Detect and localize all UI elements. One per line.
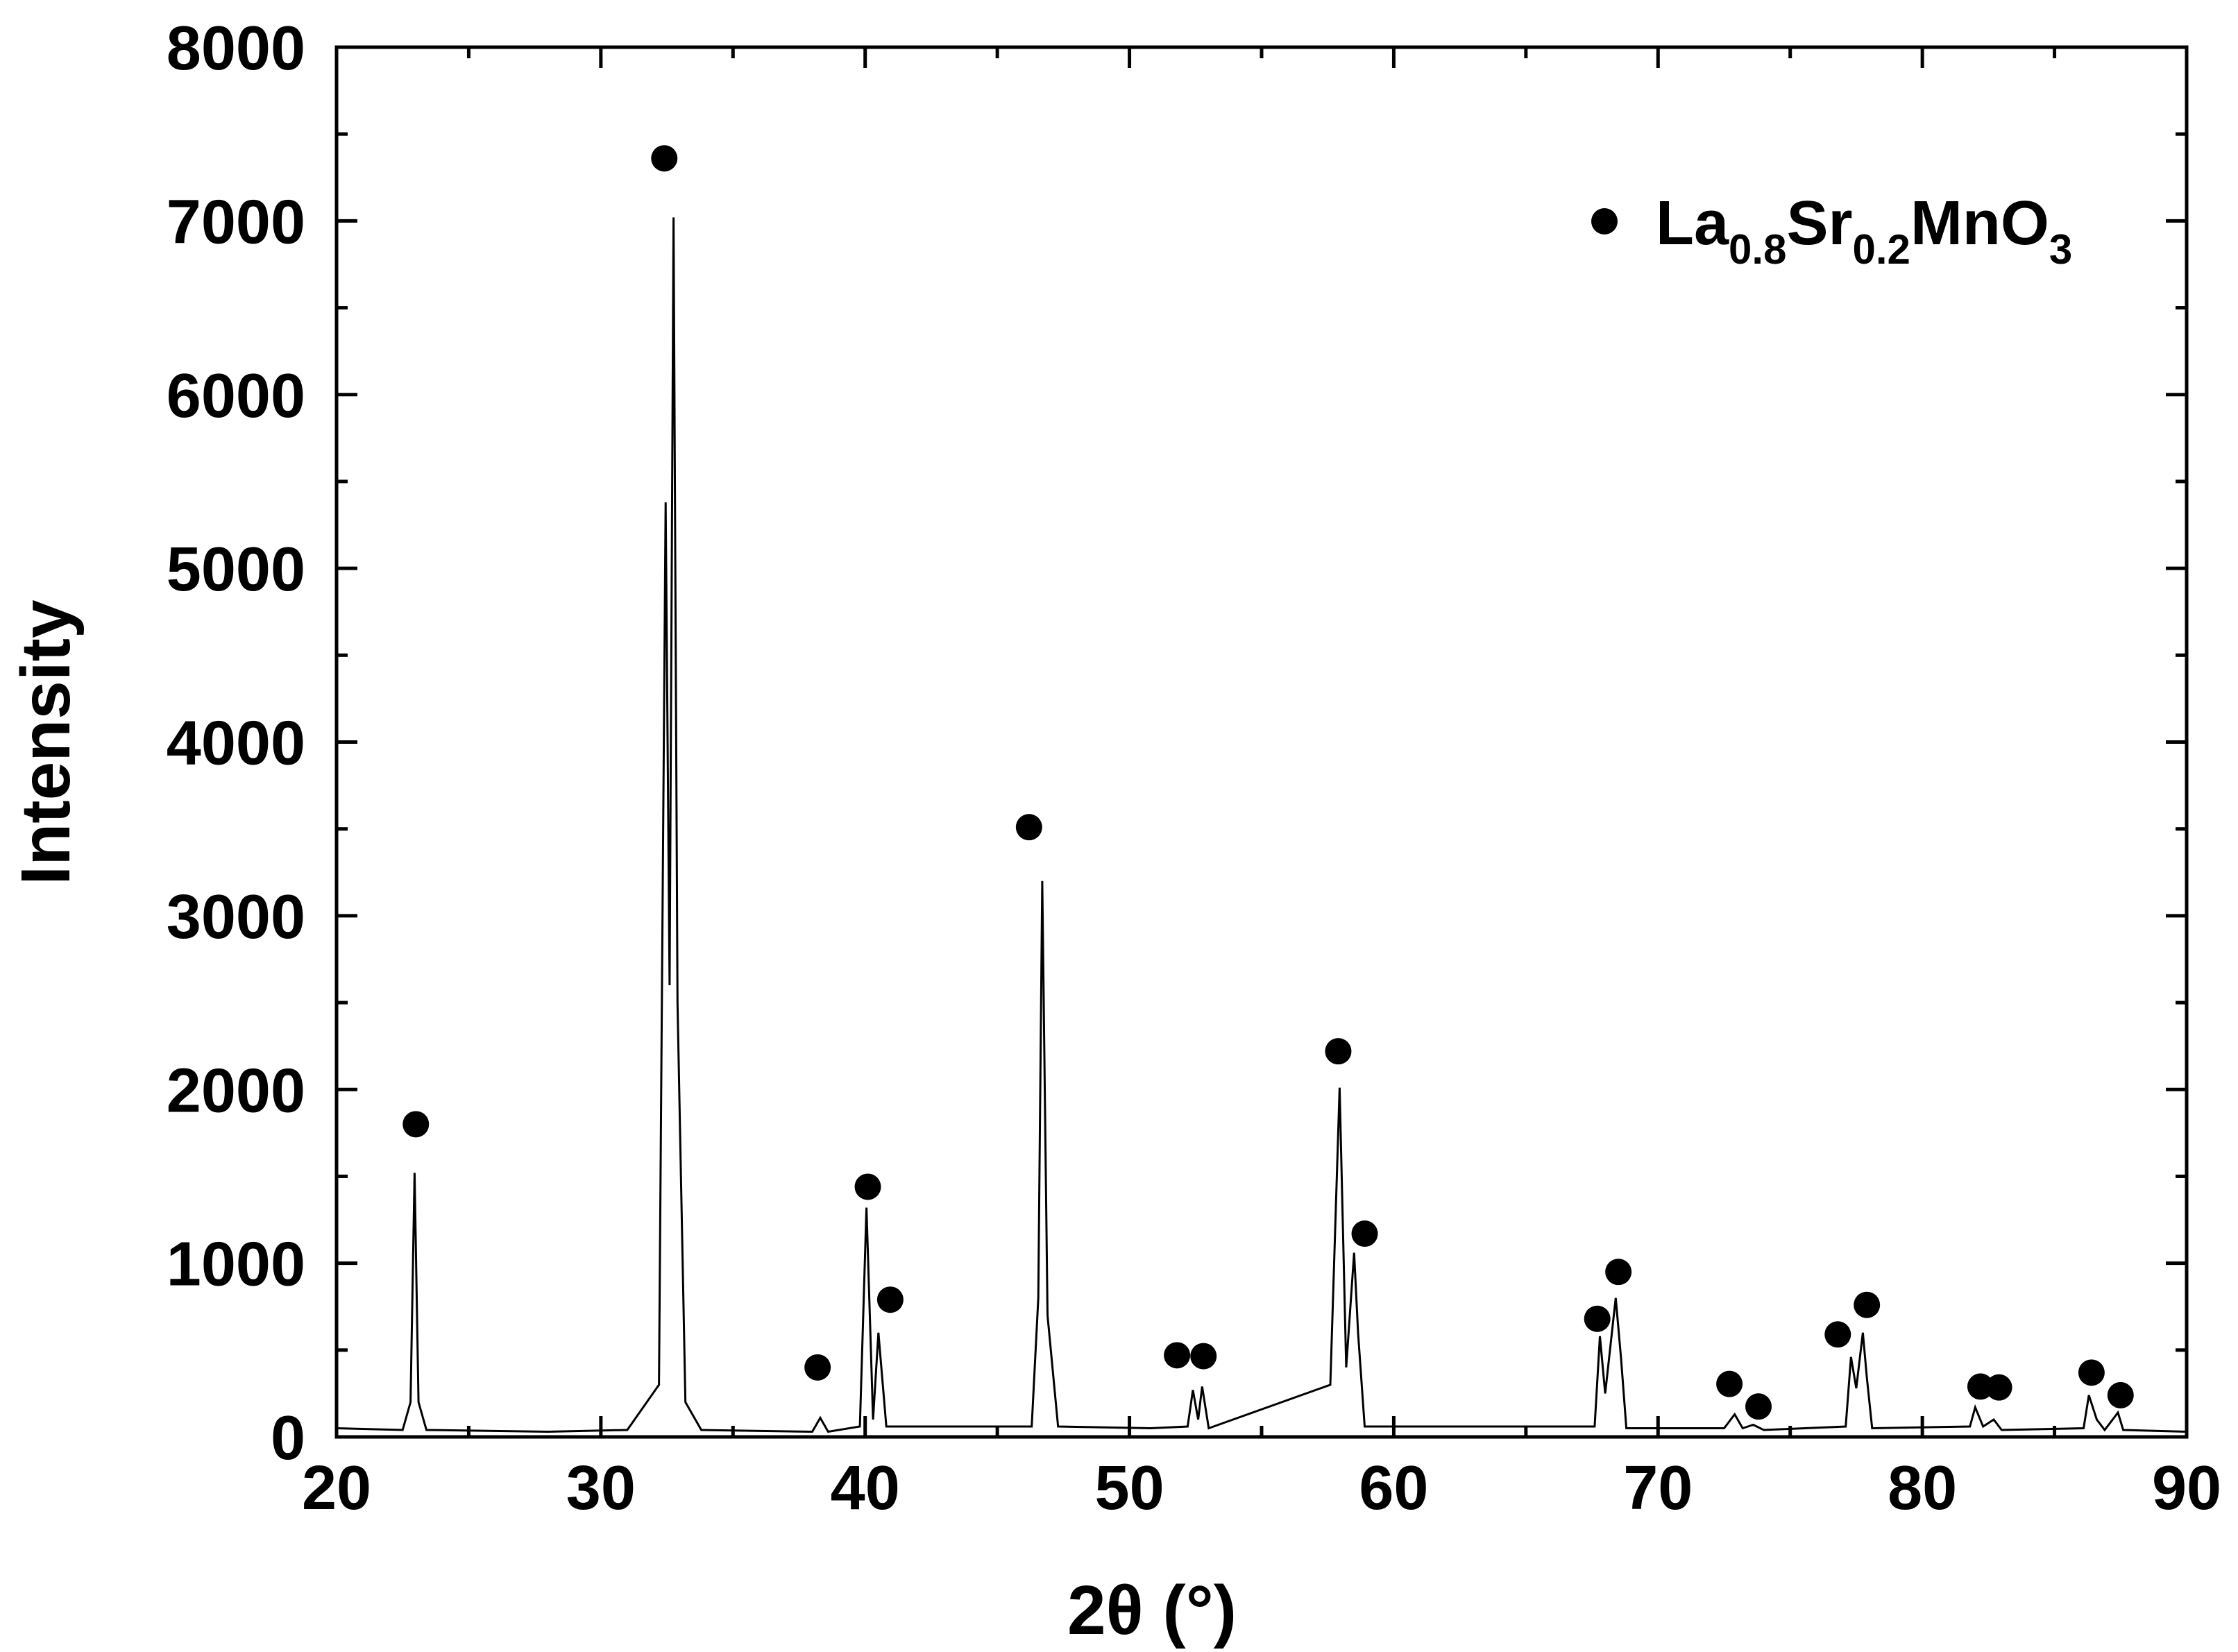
x-tick-label: 20 [302, 1454, 371, 1523]
peak-marker [1745, 1393, 1772, 1420]
y-axis-title: Intensity [7, 599, 85, 885]
y-tick-label: 7000 [167, 187, 305, 257]
legend-text: Sr [1786, 189, 1852, 258]
y-tick-label: 6000 [167, 361, 305, 431]
peak-marker [1351, 1220, 1378, 1247]
y-tick-label: 5000 [167, 535, 305, 604]
peak-marker [2078, 1359, 2105, 1386]
peak-marker [1584, 1305, 1611, 1332]
legend-marker [1591, 208, 1618, 235]
legend-text: MnO [1910, 189, 2049, 258]
peak-marker [1967, 1373, 1994, 1400]
y-tick-label: 1000 [167, 1230, 305, 1300]
legend-text: La [1656, 189, 1729, 258]
legend-subscript: 3 [2049, 226, 2072, 273]
y-tick-label: 8000 [167, 14, 305, 83]
peak-marker [1190, 1343, 1217, 1370]
legend-label: La0.8Sr0.2MnO3 [1656, 189, 2072, 273]
y-tick-label: 3000 [167, 883, 305, 952]
y-tick-label: 2000 [167, 1056, 305, 1125]
x-tick-label: 60 [1359, 1454, 1428, 1523]
x-tick-label: 70 [1623, 1454, 1693, 1523]
x-tick-label: 80 [1888, 1454, 1957, 1523]
peak-marker [1325, 1038, 1352, 1065]
peak-marker [804, 1354, 831, 1381]
xrd-pattern [336, 217, 2187, 1433]
peak-marker [651, 145, 678, 172]
peak-marker [2107, 1381, 2134, 1408]
x-tick-label: 40 [831, 1454, 900, 1523]
x-tick-label: 30 [566, 1454, 636, 1523]
x-axis-title: 2θ (°) [1067, 1572, 1237, 1649]
peak-marker [1015, 814, 1042, 841]
peak-marker [1716, 1370, 1743, 1397]
peak-marker [402, 1111, 430, 1138]
legend-subscript: 0.2 [1853, 226, 1910, 273]
peak-marker [1824, 1321, 1851, 1348]
x-tick-label: 90 [2152, 1454, 2221, 1523]
y-tick-label: 0 [271, 1404, 305, 1473]
y-tick-label: 4000 [167, 709, 305, 778]
peak-marker [876, 1286, 904, 1313]
legend-subscript: 0.8 [1729, 226, 1786, 273]
peak-marker [854, 1173, 881, 1200]
peak-marker [1605, 1259, 1632, 1286]
peak-marker [1164, 1342, 1191, 1369]
peak-marker [1854, 1291, 1881, 1318]
x-tick-label: 50 [1095, 1454, 1164, 1523]
peak-marker [1985, 1374, 2012, 1401]
